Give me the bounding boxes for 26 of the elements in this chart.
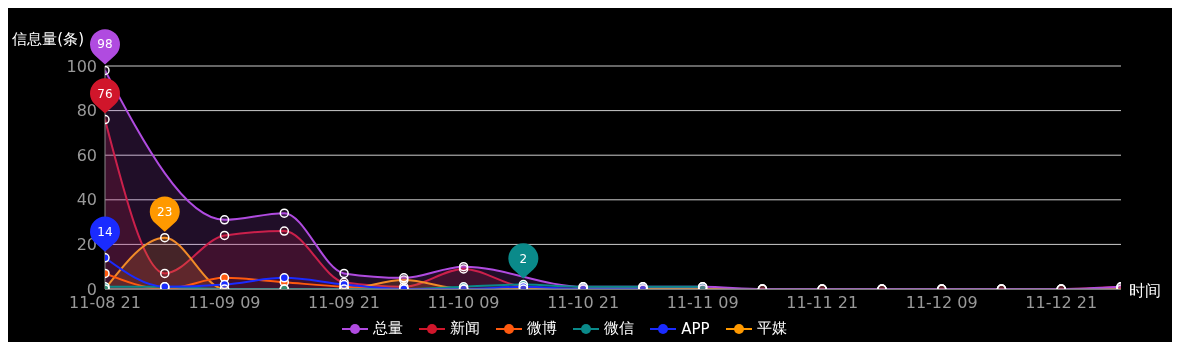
legend-label: 平媒 <box>756 319 787 338</box>
y-tick-label: 60 <box>76 145 97 165</box>
x-tick-label: 11-12 21 <box>1025 293 1098 313</box>
legend-label: 新闻 <box>450 319 481 338</box>
y-tick-label: 100 <box>66 56 97 76</box>
x-tick-label: 11-09 09 <box>188 293 261 313</box>
legend-label: 微博 <box>527 319 558 338</box>
data-label: 98 <box>97 37 113 52</box>
y-axis-title: 信息量(条) <box>11 30 84 49</box>
data-label: 2 <box>519 251 528 266</box>
data-label: 23 <box>157 204 173 219</box>
x-tick-label: 11-12 09 <box>905 293 978 313</box>
legend-label: 微信 <box>604 319 635 338</box>
x-axis-title: 时间 <box>1129 280 1161 300</box>
data-label: 14 <box>97 224 113 239</box>
x-tick-label: 11-10 21 <box>547 293 620 313</box>
x-tick-label: 11-10 09 <box>427 293 500 313</box>
y-tick-label: 40 <box>76 190 97 210</box>
x-tick-label: 11-11 21 <box>786 293 859 313</box>
x-tick-label: 11-11 09 <box>666 293 739 313</box>
y-tick-label: 80 <box>76 101 97 121</box>
x-tick-label: 11-09 21 <box>308 293 381 313</box>
legend-label: APP <box>681 319 710 338</box>
y-tick-label: 0 <box>86 279 97 299</box>
data-label: 76 <box>97 86 113 101</box>
legend-label: 总量 <box>373 319 404 338</box>
